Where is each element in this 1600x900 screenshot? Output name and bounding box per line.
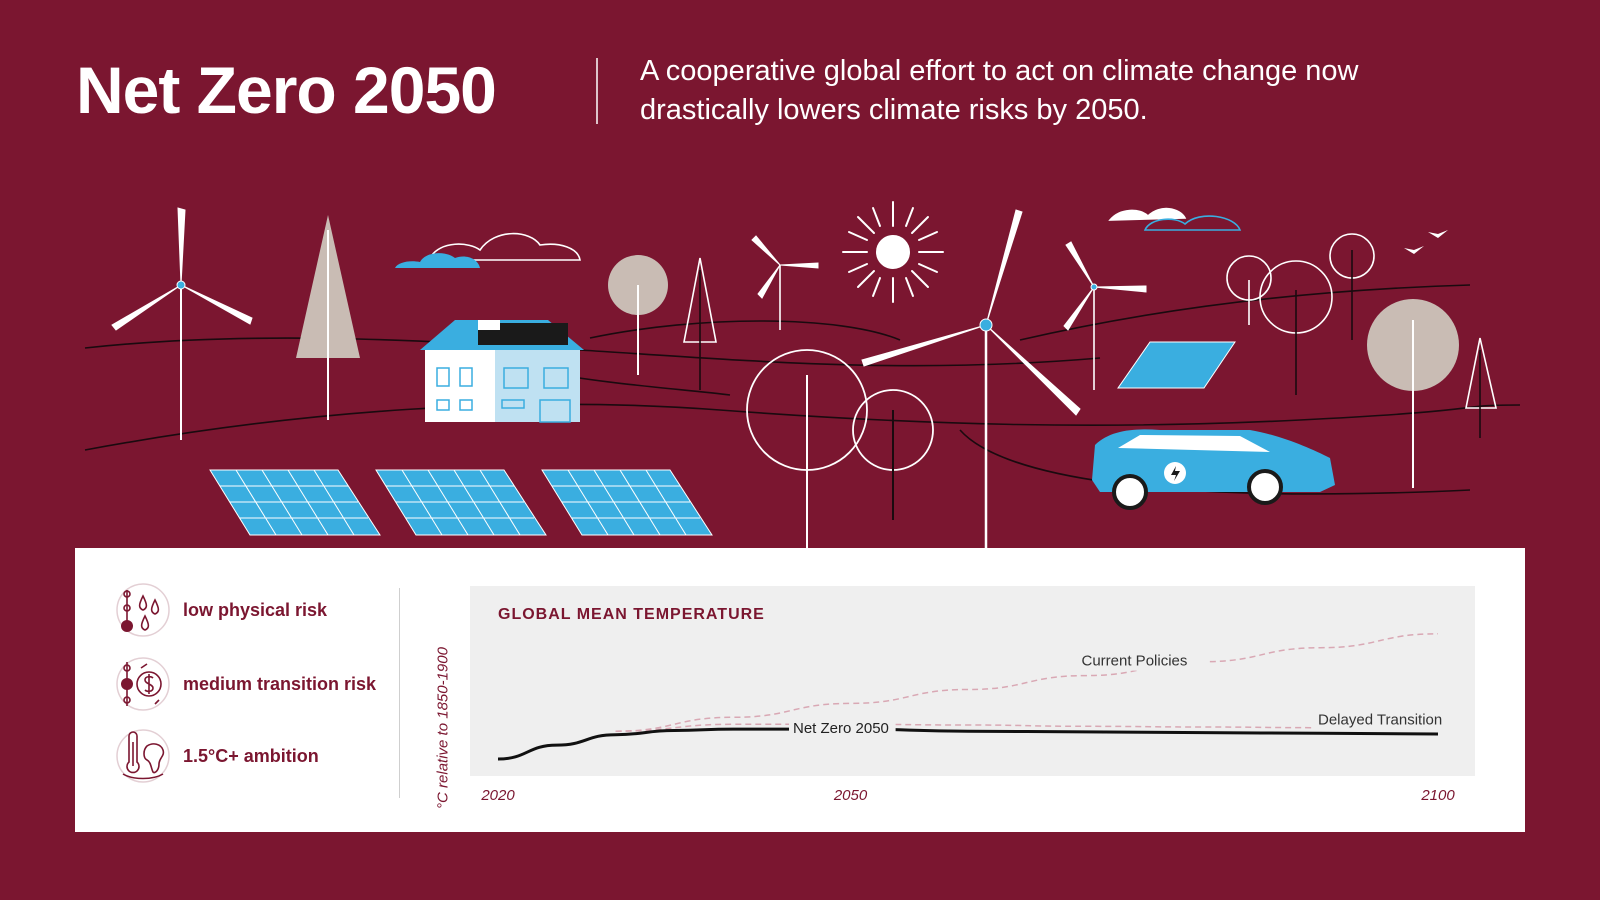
page-subtitle: A cooperative global effort to act on cl… [640, 52, 1500, 130]
legend-item-ambition: 1.5°C+ ambition [115, 728, 415, 784]
header-divider [596, 58, 598, 124]
renewable-energy-illustration [84, 201, 1521, 550]
chart-series-layer: Current Policies Delayed Transition Net Ze… [497, 633, 1462, 761]
series-label-bg [789, 720, 896, 739]
solar-panel-icon [209, 341, 1236, 536]
temperature-chart: GLOBAL MEAN TEMPERATURE Current Policies… [470, 586, 1475, 804]
legend-label: medium transition risk [183, 673, 377, 694]
subtitle-line-1: A cooperative global effort to act on cl… [640, 55, 1359, 87]
water-drops-icon [116, 583, 170, 637]
chart-y-axis-label: °C relative to 1850-1900 [434, 647, 452, 809]
house-icon [420, 320, 584, 423]
series-line-delayed-transition [615, 723, 1439, 732]
chart-plot-area [470, 586, 1475, 776]
series-line-current-policies [615, 633, 1439, 732]
panel-divider [399, 588, 400, 798]
cloud-icon [395, 207, 1242, 268]
page-title: Net Zero 2050 [76, 53, 497, 127]
wind-turbine-icon [111, 207, 1147, 550]
series-label-delayed-transition: Delayed Transition [1318, 711, 1442, 728]
legend-label: low physical risk [183, 599, 328, 620]
bird-icon [1404, 230, 1448, 254]
x-tick-label: 2020 [480, 787, 515, 804]
info-panel: low physical risk medium transition risk [75, 548, 1525, 832]
series-label-net-zero-2050: Net Zero 2050 [793, 720, 889, 737]
series-label-current-policies: Current Policies [1082, 653, 1188, 670]
series-label-bg [1077, 652, 1209, 671]
dollar-cycle-icon [116, 657, 170, 711]
series-label-bg [1314, 711, 1462, 730]
series-line-net-zero-2050 [497, 727, 1439, 761]
subtitle-line-2: drastically lowers climate risks by 2050… [640, 94, 1148, 126]
x-tick-label: 2100 [1420, 787, 1455, 804]
chart-x-ticks: 2020 2050 2100 [480, 787, 1455, 804]
legend-label: 1.5°C+ ambition [183, 745, 319, 766]
x-tick-label: 2050 [833, 787, 868, 804]
solar-panel-grid [220, 469, 700, 536]
legend-item-physical-risk: low physical risk [115, 582, 415, 638]
round-tree-icon [608, 233, 1459, 550]
sun-icon [842, 201, 944, 303]
chart-title: GLOBAL MEAN TEMPERATURE [498, 606, 765, 623]
legend-item-transition-risk: medium transition risk [115, 656, 415, 712]
pine-tree-icon [296, 215, 1498, 438]
electric-car-icon [1092, 429, 1335, 510]
thermometer-map-icon [116, 729, 170, 783]
